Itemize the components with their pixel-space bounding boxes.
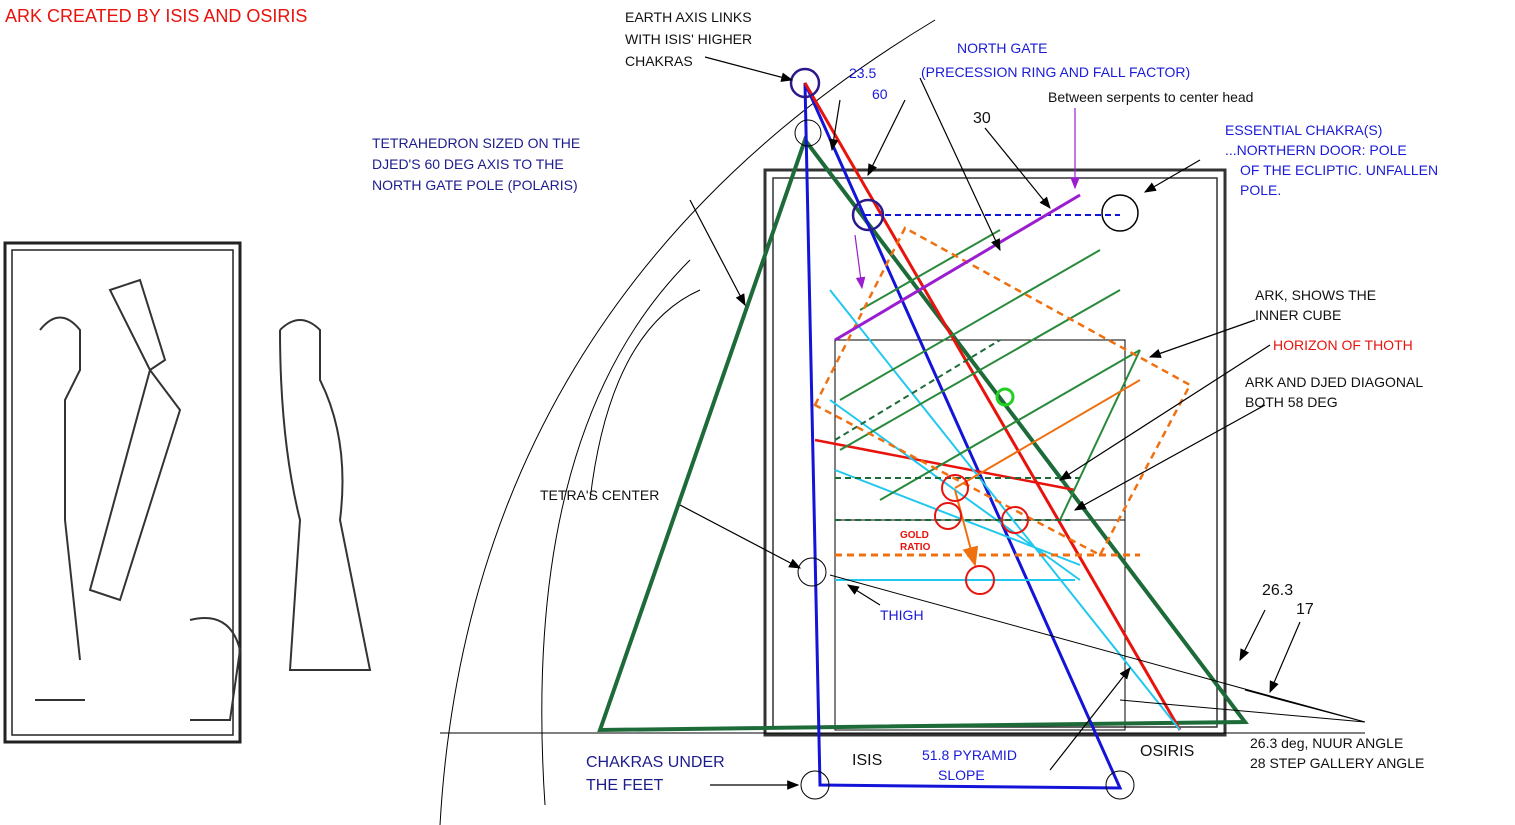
label: 23.5 [849, 65, 876, 81]
labels: ARK CREATED BY ISIS AND OSIRIS EARTH AXI… [5, 6, 1438, 794]
label: 17 [1296, 601, 1314, 618]
label: CHAKRAS [625, 53, 693, 69]
label: POLE. [1240, 182, 1281, 198]
label: EARTH AXIS LINKS [625, 9, 752, 25]
label: DJED'S 60 DEG AXIS TO THE [372, 156, 564, 172]
label: ARK, SHOWS THE [1255, 287, 1376, 303]
label: Between serpents to center head [1048, 89, 1253, 105]
label: THIGH [880, 607, 924, 623]
label: NORTH GATE POLE (POLARIS) [372, 177, 578, 193]
label: ARK AND DJED DIAGONAL [1245, 374, 1423, 390]
label: INNER CUBE [1255, 307, 1341, 323]
label: 51.8 PYRAMID [922, 747, 1017, 763]
label: ...NORTHERN DOOR: POLE [1225, 142, 1407, 158]
label: OF THE ECLIPTIC. UNFALLEN [1240, 162, 1438, 178]
label: SLOPE [938, 767, 985, 783]
label: 30 [973, 110, 991, 127]
label: OSIRIS [1140, 743, 1194, 760]
label: BOTH 58 DEG [1245, 394, 1338, 410]
artwork [5, 20, 1365, 825]
diagram: ARK CREATED BY ISIS AND OSIRIS EARTH AXI… [0, 0, 1515, 825]
label: 28 STEP GALLERY ANGLE [1250, 755, 1424, 771]
label: THE FEET [586, 777, 664, 794]
label: ESSENTIAL CHAKRA(S) [1225, 122, 1382, 138]
label: (PRECESSION RING AND FALL FACTOR) [921, 64, 1190, 80]
label: ISIS [852, 752, 882, 769]
label: 26.3 [1262, 582, 1293, 599]
label: HORIZON OF THOTH [1273, 337, 1413, 353]
label: WITH ISIS' HIGHER [625, 31, 752, 47]
label: TETRAHEDRON SIZED ON THE [372, 135, 580, 151]
label: 26.3 deg, NUUR ANGLE [1250, 735, 1403, 751]
label: RATIO [900, 542, 931, 553]
label: TETRA'S CENTER [540, 487, 659, 503]
label: GOLD [900, 530, 929, 541]
label: CHAKRAS UNDER [586, 754, 725, 771]
label: NORTH GATE [957, 40, 1048, 56]
title: ARK CREATED BY ISIS AND OSIRIS [5, 6, 307, 26]
label: 60 [872, 86, 888, 102]
